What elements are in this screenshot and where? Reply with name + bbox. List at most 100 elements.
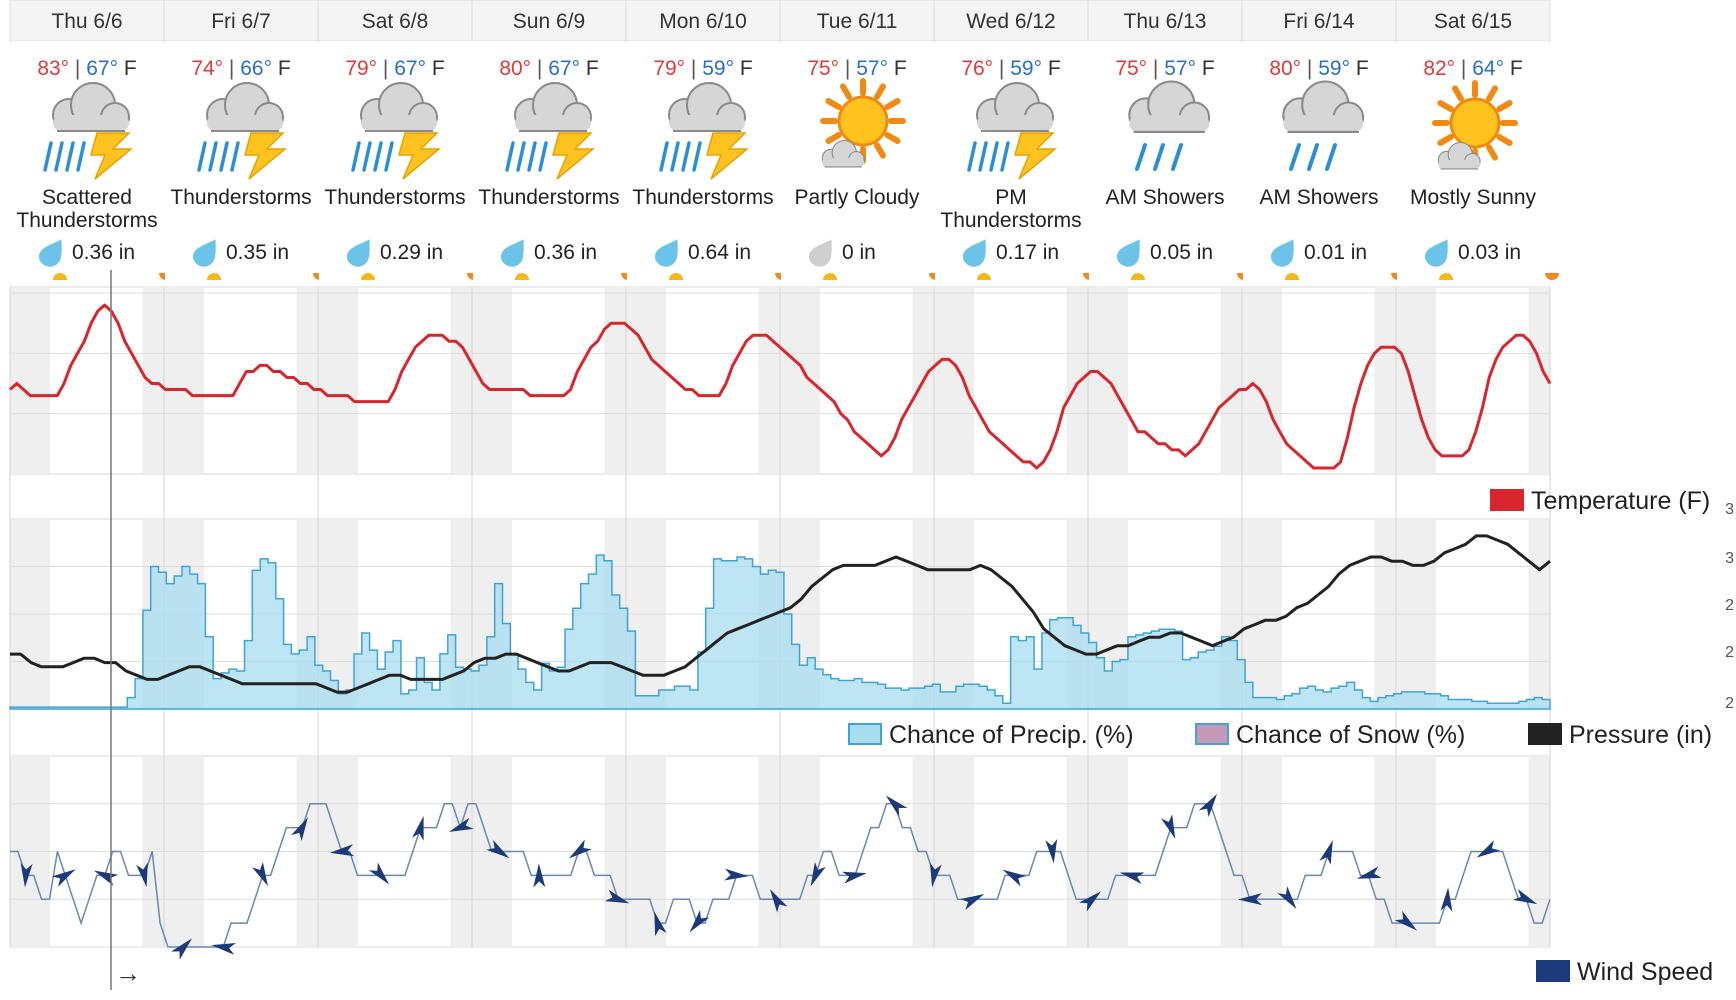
wind-direction-icon — [51, 869, 76, 887]
precip-amount: 0.29 in — [380, 241, 443, 264]
raindrop-icon — [1116, 239, 1140, 267]
day-column-4: Mon 6/10 79° | 59° F Thunderstorms 0.64 in — [625, 0, 789, 280]
day-forecast-cell — [165, 41, 317, 280]
wind-direction-icon — [1512, 888, 1538, 905]
wind-direction-icon — [960, 894, 985, 910]
sunrise-icon — [207, 273, 221, 280]
precip-amount: 0.17 in — [996, 241, 1059, 264]
sunrise-icon — [1439, 273, 1453, 280]
thunderstorm-icon — [197, 82, 288, 180]
sun-ray — [884, 132, 901, 144]
day-label: Sun 6/9 — [513, 10, 585, 33]
temp-unit: F — [734, 57, 753, 80]
cloud-base — [53, 115, 129, 131]
rain-streak — [208, 141, 218, 172]
day-header-cell — [625, 0, 781, 42]
low-temp: 57° — [856, 57, 888, 80]
condition-text: Thunderstorms — [632, 186, 773, 209]
rain-streak — [1171, 143, 1183, 171]
temp-separator: | — [839, 57, 856, 80]
low-temp: 64° — [1472, 57, 1504, 80]
temp-unit: F — [1504, 57, 1523, 80]
day-column-2: Sat 6/8 79° | 67° F Thunderstorms 0.29 in — [317, 0, 481, 280]
low-temp: 67° — [394, 57, 426, 80]
raindrop-shape — [654, 239, 678, 267]
forecast-header: Thu 6/683° | 67° FScatteredThunderstorms… — [9, 0, 1559, 280]
wind-direction-icon — [1440, 887, 1453, 912]
day-label: Mon 6/10 — [659, 10, 747, 33]
raindrop-icon — [500, 239, 524, 267]
wind-direction-icon — [654, 911, 667, 937]
cloud-shape — [668, 82, 746, 132]
wind-direction-icon — [136, 862, 148, 888]
rain-streak — [43, 141, 53, 172]
wind-legend-label: Wind Speed — [1577, 958, 1713, 986]
snow-legend-swatch — [1195, 723, 1229, 745]
temp-separator: | — [1147, 57, 1164, 80]
cloud-base — [822, 158, 865, 167]
temp-unit: F — [426, 57, 445, 80]
temp-unit: F — [1350, 57, 1369, 80]
day-column-9: Sat 6/15 82° | 64° F Mostly Sunny 0.03 in — [1395, 0, 1559, 280]
hi-lo-temps: 75° | 57° F — [807, 57, 906, 80]
raindrop-icon — [38, 239, 62, 267]
sun-ray — [1486, 85, 1498, 102]
day-label: Thu 6/6 — [51, 10, 122, 33]
sunrise-icon — [823, 273, 837, 280]
day-header-cell — [1395, 0, 1551, 42]
time-cursor[interactable]: → — [110, 270, 141, 990]
high-temp: 83° — [37, 57, 69, 80]
pressure-legend-swatch — [1528, 723, 1562, 745]
pressure-axis-tick: 2 — [1725, 597, 1734, 614]
lightning-bolt — [1014, 132, 1058, 180]
raindrop-shape — [192, 239, 216, 267]
rain-streak — [76, 141, 86, 172]
rain-streak — [681, 141, 691, 172]
sun-ray — [884, 98, 901, 110]
cloud-base — [361, 115, 437, 131]
rain-streak — [1325, 143, 1337, 171]
hi-lo-temps: 83° | 67° F — [37, 57, 136, 80]
pressure-axis-tick: 3 — [1725, 550, 1734, 567]
sunset-icon — [1545, 273, 1559, 280]
cloud-shape — [1282, 80, 1365, 133]
condition-text: Thunderstorms — [478, 186, 619, 209]
rain-streak — [516, 141, 526, 172]
cloud-shape — [821, 139, 865, 168]
hi-lo-temps: 79° | 67° F — [345, 57, 444, 80]
wind-direction-icon — [1160, 814, 1176, 839]
low-temp: 66° — [240, 57, 272, 80]
rain-streak — [351, 141, 361, 172]
cloud-shape — [1128, 80, 1211, 133]
condition-text: Thunderstorms — [324, 186, 465, 209]
condition-text: AM Showers — [1259, 186, 1378, 209]
rain-streak — [1153, 143, 1165, 171]
wind-direction-icon — [1119, 872, 1145, 885]
cloud-base — [515, 115, 591, 131]
sun-shape — [1432, 80, 1518, 166]
night-band — [604, 287, 667, 474]
mostly-sunny-icon — [1432, 80, 1518, 170]
day-forecast-cell — [11, 41, 163, 280]
sun-ray — [1437, 134, 1454, 146]
wind-direction-icon — [1319, 840, 1333, 865]
wind-direction-icon — [411, 815, 424, 841]
low-temp: 59° — [1010, 57, 1042, 80]
snow-legend-label: Chance of Snow (%) — [1236, 721, 1465, 749]
temp-separator: | — [685, 57, 702, 80]
day-forecast-cell — [935, 41, 1087, 280]
condition-text: PM — [995, 186, 1027, 209]
wind-direction-icon — [448, 817, 474, 832]
night-band — [1220, 287, 1283, 474]
wind-direction-icon — [1476, 840, 1501, 858]
sun-disc — [1449, 97, 1501, 149]
cloud-shape — [52, 82, 130, 132]
raindrop-icon — [962, 239, 986, 267]
thunderstorm-icon — [351, 82, 442, 180]
precip-legend-label: Chance of Precip. (%) — [889, 721, 1134, 749]
sun-ray — [874, 83, 886, 100]
cursor-arrow-icon: → — [115, 958, 141, 988]
hi-lo-temps: 82° | 64° F — [1423, 57, 1522, 80]
precip-area — [9, 554, 1551, 710]
pressure-line — [10, 534, 1551, 694]
